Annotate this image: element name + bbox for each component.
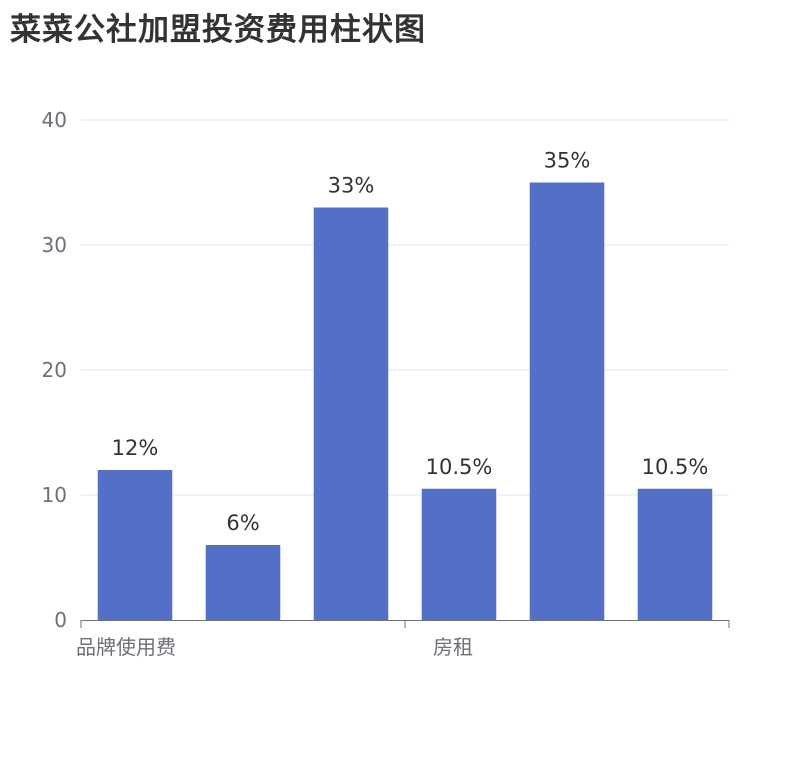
bar bbox=[97, 470, 173, 620]
bar bbox=[529, 182, 605, 620]
bar-data-label: 10.5% bbox=[642, 455, 709, 479]
y-tick-label: 30 bbox=[42, 233, 67, 257]
bar bbox=[421, 488, 497, 620]
bar-data-label: 6% bbox=[226, 511, 259, 535]
bar-data-label: 33% bbox=[328, 174, 375, 198]
bar bbox=[205, 545, 281, 620]
x-tick-label: 房租 bbox=[433, 635, 473, 659]
bar-data-label: 12% bbox=[112, 436, 159, 460]
y-tick-label: 20 bbox=[42, 358, 67, 382]
bar-data-label: 10.5% bbox=[426, 455, 493, 479]
chart-title: 菜菜公社加盟投资费用柱状图 bbox=[10, 12, 426, 48]
bar bbox=[637, 488, 713, 620]
y-tick-label: 10 bbox=[42, 483, 67, 507]
bar bbox=[313, 207, 389, 620]
x-tick-label: 品牌使用费 bbox=[76, 635, 176, 659]
y-tick-label: 0 bbox=[54, 608, 67, 632]
bar-data-label: 35% bbox=[544, 149, 591, 173]
y-tick-label: 40 bbox=[42, 108, 67, 132]
